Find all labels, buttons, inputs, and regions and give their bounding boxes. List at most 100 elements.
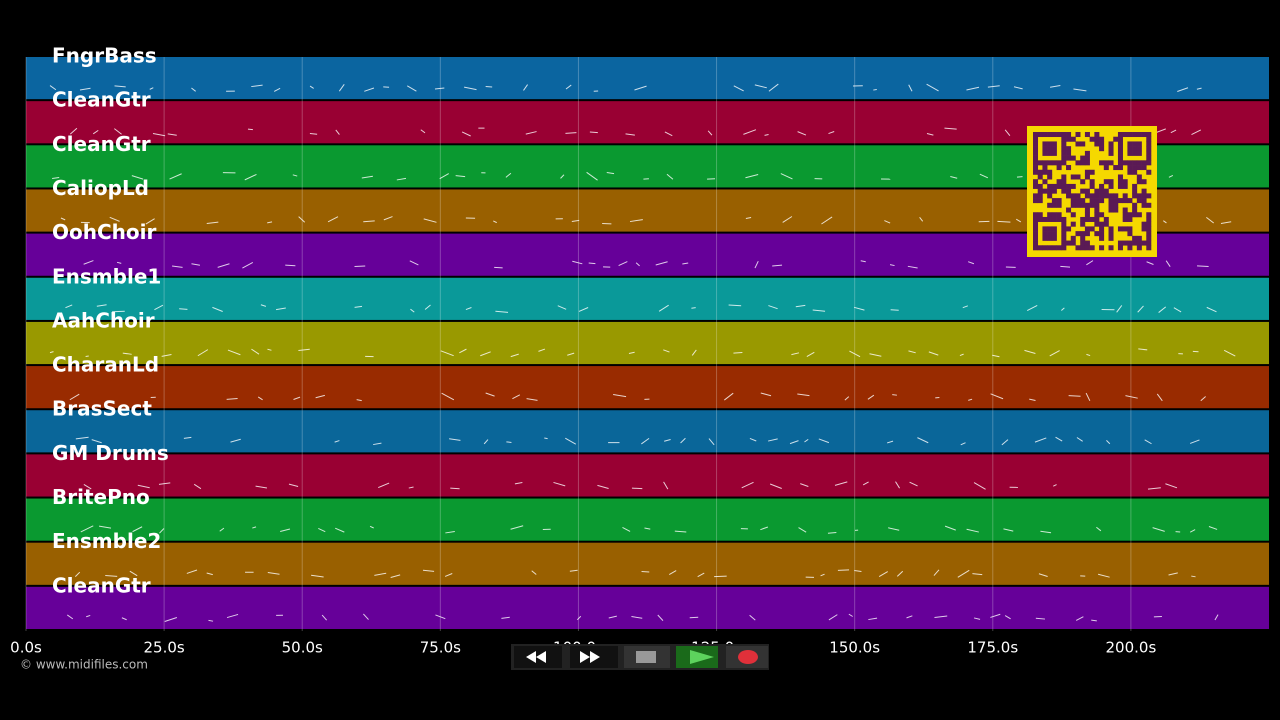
note [707,130,713,136]
qr-module [1094,202,1100,208]
note [354,305,363,308]
qr-module [1089,198,1095,204]
note [966,86,980,91]
note [655,261,668,266]
note [98,525,112,529]
note [69,127,78,135]
note [966,528,979,533]
note [169,173,182,180]
note [853,306,865,311]
note [812,309,826,312]
qr-module [1099,136,1105,142]
qr-module [1066,132,1072,138]
qr-module [1033,198,1039,204]
note [743,129,757,135]
qr-module [1056,132,1062,138]
qr-module [1061,179,1067,185]
note [962,305,969,309]
note [109,216,120,222]
qr-module [1132,165,1138,171]
note [804,438,809,443]
stop-button[interactable] [624,646,670,668]
note [926,83,939,92]
note [571,219,580,222]
note [255,485,268,489]
note [1061,307,1065,311]
qr-module [1141,165,1147,171]
note [288,483,299,488]
note [197,349,209,357]
qr-module [1080,240,1086,246]
qr-module [1056,160,1062,166]
track-name: FngrBass [52,44,157,68]
qr-module [1070,193,1076,199]
qr-module [1047,202,1053,208]
qr-module [1103,193,1109,199]
note [666,173,674,180]
note [635,262,640,267]
note [122,352,132,355]
note [92,129,99,135]
play-button[interactable] [676,646,718,668]
qr-module [1066,188,1072,194]
note [1091,619,1097,622]
qr-module [1070,155,1076,161]
track-name: BritePno [52,485,150,509]
note [1196,87,1202,90]
qr-module [1136,150,1142,156]
note [396,177,407,181]
note [697,572,705,578]
note [1197,265,1209,267]
qr-module [1033,136,1039,142]
qr-module [1033,216,1039,222]
note [631,616,643,619]
record-button[interactable] [726,646,768,668]
forward-button[interactable] [570,646,618,668]
note [1086,353,1091,357]
note [944,525,956,531]
note [724,392,734,401]
qr-module [1094,132,1100,138]
rewind-button[interactable] [514,646,562,668]
qr-module [1127,165,1133,171]
qr-module [1146,240,1152,246]
qr-module [1033,212,1039,218]
note [867,394,875,400]
note [844,396,850,401]
note [728,304,742,307]
note [960,442,966,446]
qr-module [1061,231,1067,237]
qr-module [1080,188,1086,194]
note [191,263,201,266]
qr-module [1056,165,1062,171]
qr-module [1070,183,1076,189]
note [862,481,869,486]
note [244,173,257,181]
note [967,261,975,265]
note [493,220,497,224]
qr-module [1108,198,1114,204]
tick-label: 25.0s [144,639,185,657]
note [733,85,744,92]
note [440,350,454,357]
qr-module [1033,155,1039,161]
qr-module [1051,160,1057,166]
qr-module [1033,165,1039,171]
qr-module [1061,160,1067,166]
note [131,175,144,180]
tick-label: 150.0s [829,639,880,657]
qr-module [1042,231,1048,237]
note [849,350,861,358]
note [780,173,793,180]
note [933,569,940,576]
track-lane [26,454,1269,497]
note [292,174,298,177]
note [383,216,393,221]
note [768,305,778,310]
qr-module [1042,216,1048,222]
qr-module [1099,231,1105,237]
note [49,351,54,354]
qr-module [1033,235,1039,241]
note [390,574,401,578]
qr-module [1051,198,1057,204]
